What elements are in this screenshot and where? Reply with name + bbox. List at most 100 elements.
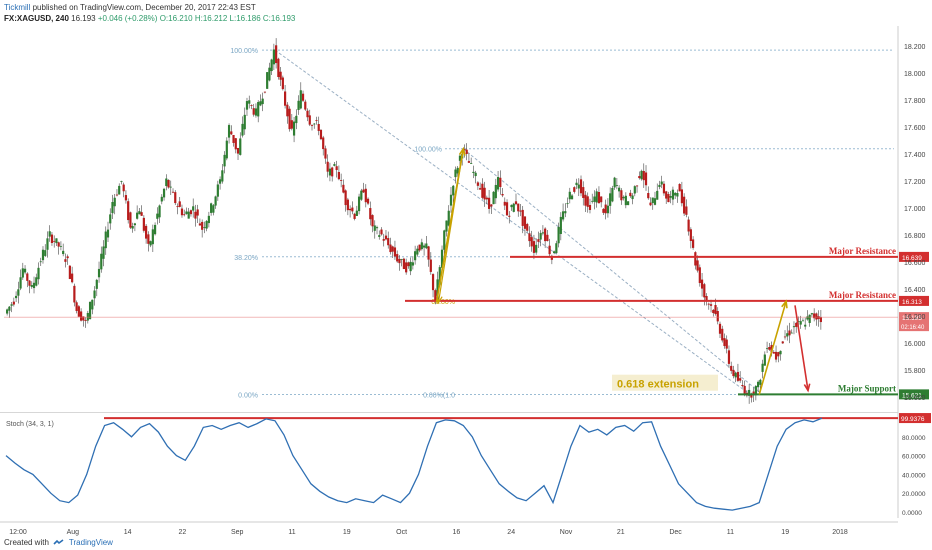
price-tick-label: 16.800 xyxy=(904,233,926,240)
candle-body xyxy=(281,77,284,90)
candle-body xyxy=(375,227,379,229)
candle-body xyxy=(340,180,343,181)
candle-body xyxy=(575,182,578,185)
candle-body xyxy=(561,211,565,220)
candle-body xyxy=(19,277,22,289)
candle-body xyxy=(761,363,764,372)
fib-ext-diagonal xyxy=(463,148,760,393)
time-tick-label: 19 xyxy=(343,529,351,536)
candle-body xyxy=(422,245,426,248)
candle-body xyxy=(723,338,726,347)
chart-header: Tickmill published on TradingView.com, D… xyxy=(4,2,295,24)
candle-body xyxy=(449,194,453,206)
candle-body xyxy=(44,250,47,256)
candle-body xyxy=(382,239,385,241)
candle-body xyxy=(149,241,152,246)
candle-body xyxy=(727,350,731,364)
candle-body xyxy=(707,303,710,305)
ohlc-values: O:16.210 H:16.212 L:16.186 C:16.193 xyxy=(159,14,296,23)
fib-up-arrow-2-head xyxy=(781,299,788,309)
author-link[interactable]: Tickmill xyxy=(4,3,31,12)
candle-body xyxy=(523,216,527,229)
candle-body xyxy=(196,209,199,216)
time-tick-label: 24 xyxy=(507,529,515,536)
candle-body xyxy=(62,250,65,255)
candle-body xyxy=(286,104,289,117)
resistance-label: Major Resistance xyxy=(829,290,896,300)
candle-body xyxy=(308,115,311,125)
candle-body xyxy=(584,194,587,206)
candle-body xyxy=(514,201,518,205)
candle-body xyxy=(292,121,296,136)
candle-body xyxy=(402,258,406,270)
candle-body xyxy=(183,214,186,216)
candle-body xyxy=(304,101,307,110)
time-tick-label: 11 xyxy=(727,529,734,536)
candle-body xyxy=(387,238,390,246)
candle-body xyxy=(138,211,141,215)
candle-body xyxy=(319,129,323,140)
candle-body xyxy=(452,185,455,196)
candle-body xyxy=(313,123,316,125)
candle-body xyxy=(799,321,802,325)
candle-body xyxy=(55,238,58,244)
time-tick-label: 21 xyxy=(617,529,625,536)
candle-body xyxy=(46,238,49,250)
candle-body xyxy=(790,332,793,334)
time-tick-label: 19 xyxy=(781,529,789,536)
annotation-box xyxy=(612,374,718,391)
candle-body xyxy=(705,296,708,301)
candle-body xyxy=(508,215,511,217)
candle-body xyxy=(786,333,789,337)
candle-body xyxy=(241,123,244,136)
price-change: +0.046 (+0.28%) xyxy=(97,14,158,23)
candle-body xyxy=(604,204,607,214)
candle-body xyxy=(306,110,309,118)
candle-body xyxy=(178,201,181,207)
candle-body xyxy=(736,371,740,381)
candle-body xyxy=(272,49,275,65)
candle-body xyxy=(638,176,641,179)
candle-body xyxy=(86,312,89,321)
candle-body xyxy=(360,190,363,200)
candle-body xyxy=(127,201,130,221)
candle-body xyxy=(212,205,215,213)
candle-body xyxy=(806,316,809,320)
current-price-badge xyxy=(899,312,929,332)
candle-body xyxy=(530,237,533,247)
candle-body xyxy=(349,208,352,211)
candle-body xyxy=(456,167,459,174)
candle-body xyxy=(611,187,614,202)
candle-body xyxy=(109,214,112,224)
candle-body xyxy=(245,101,249,110)
stoch-tick-label: 80.0000 xyxy=(902,435,926,442)
candle-body xyxy=(429,259,432,272)
candle-body xyxy=(37,267,40,280)
candle-body xyxy=(277,58,280,78)
candle-body xyxy=(757,381,760,388)
candle-body xyxy=(53,240,56,242)
candle-body xyxy=(714,305,717,314)
candle-body xyxy=(662,183,666,194)
candle-body xyxy=(140,212,143,216)
candle-body xyxy=(687,219,690,232)
candle-body xyxy=(593,196,596,202)
candle-body xyxy=(754,386,757,396)
time-tick-label: Aug xyxy=(67,529,80,536)
candle-body xyxy=(326,161,329,172)
candle-body xyxy=(133,223,137,226)
candle-body xyxy=(445,220,448,232)
candle-body xyxy=(631,195,634,200)
candle-body xyxy=(781,341,784,344)
candle-body xyxy=(17,289,20,296)
stoch-title: Stoch (34, 3, 1) xyxy=(6,421,54,428)
price-tick-label: 16.600 xyxy=(904,260,926,267)
candle-body xyxy=(633,186,636,194)
candle-body xyxy=(680,189,683,204)
stoch-line xyxy=(5,417,823,511)
candle-body xyxy=(131,226,134,229)
tradingview-link[interactable]: TradingView xyxy=(68,538,113,547)
candle-body xyxy=(774,351,778,360)
price-tick-label: 18.000 xyxy=(904,71,926,78)
candle-body xyxy=(331,167,334,177)
